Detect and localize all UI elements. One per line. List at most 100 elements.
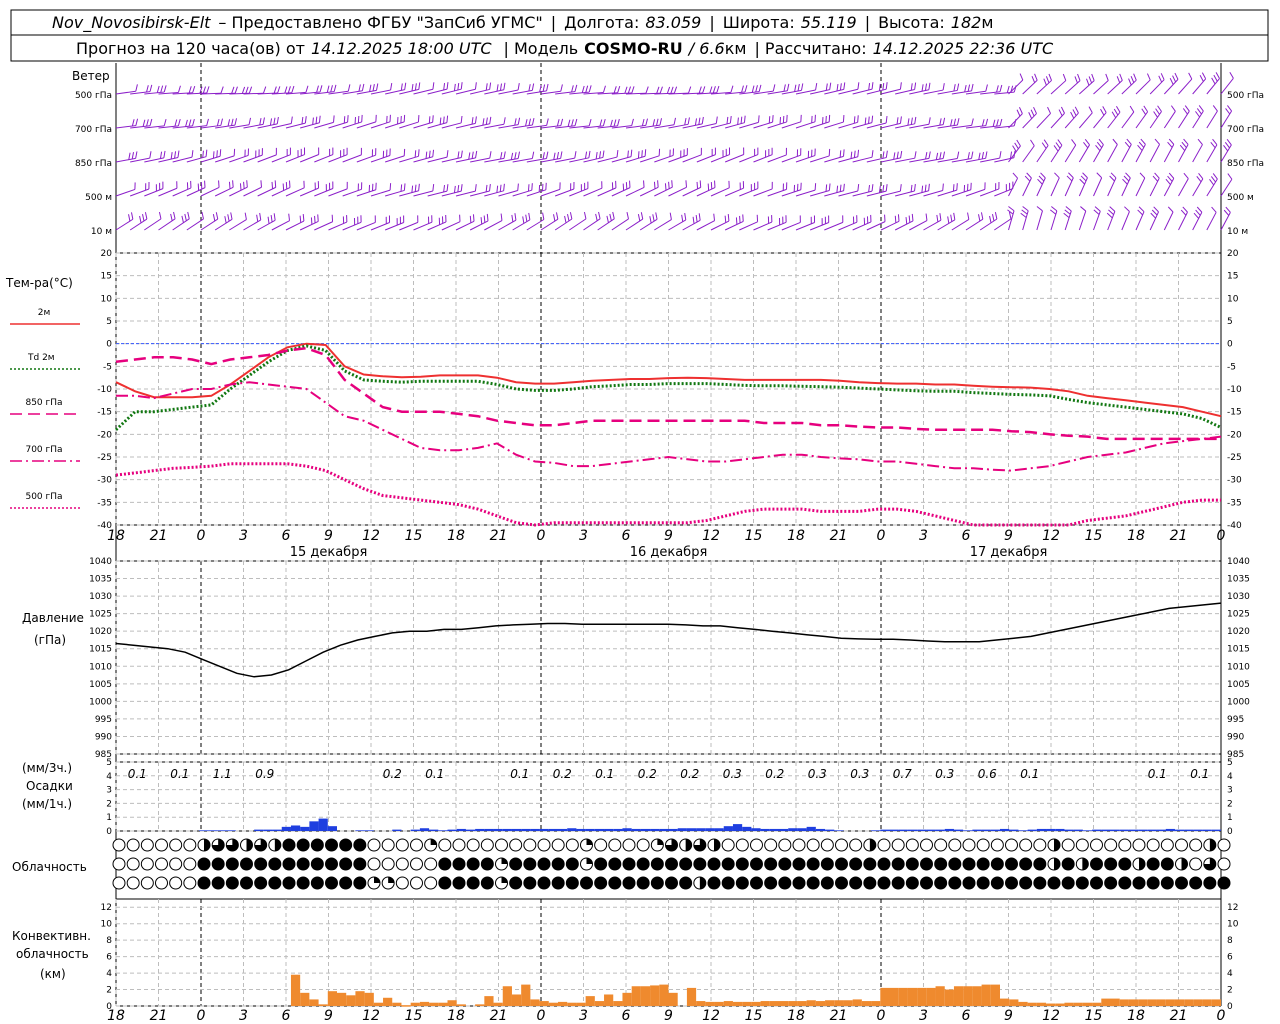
cloud-symbol [863,838,877,852]
temp-ytick-right-6: -10 [1227,385,1242,395]
conv-ytick-4: 4 [106,969,112,979]
wind-barb [1036,139,1049,163]
cloud-symbol [537,838,551,852]
conv-bar [1036,1002,1047,1006]
conv-bar [1211,999,1221,1006]
wind-barb [1008,139,1021,163]
cloud-symbol [948,838,962,852]
wind-barb [1093,206,1101,231]
precip-bar [1036,828,1047,831]
wind-barb [909,82,931,95]
conv-bar [521,984,531,1006]
wind-barb [1192,72,1207,95]
wind-level-right-3: 500 м [1227,193,1254,203]
wind-barb [965,118,989,129]
hour-tick-top-12: 6 [622,528,631,544]
wind-barb [555,84,578,95]
wind-barb [526,83,549,95]
wind-barb [1036,106,1051,129]
precip-bar [815,828,826,831]
conv-bar [834,1000,844,1006]
wind-barb [810,183,831,197]
cloud-symbol [537,857,551,871]
cloud-symbol [792,857,806,871]
wind-barb [1007,206,1015,231]
wind-barb [555,151,577,163]
cloud-symbol [1033,857,1047,871]
cloud-symbol [1203,838,1217,852]
wind-barb [753,215,773,231]
wind-barb [356,83,379,95]
hour-tick-bottom-19: 3 [919,1008,928,1024]
precip-bar [871,830,881,831]
calc-time: 14.12.2025 22:36 UTC [873,39,1054,58]
cloud-symbol [480,857,494,871]
cloud-symbol [594,857,608,871]
wind-barb [597,180,617,197]
model-label: | Модель [504,39,579,58]
conv-bar [714,1001,724,1006]
wind-barb [625,180,645,197]
wind-barb [1064,172,1074,197]
cloud-symbol [424,876,438,890]
conv-bar [852,999,862,1006]
temp-ytick-2: 10 [101,294,113,304]
conv-bar [373,1002,384,1006]
conv-bar [1165,999,1175,1006]
wind-barb [399,215,419,231]
wind-barb [144,181,164,197]
wind-barb [540,182,561,197]
wind-barb [441,115,463,129]
conv-bar [364,992,374,1006]
wind-barb [1178,105,1190,129]
cloud-symbol [367,876,381,890]
wind-barb [441,150,463,163]
wind-barb [795,82,818,95]
cloud-symbol [140,876,154,890]
cloud-symbol [410,876,423,890]
precip-bar [686,828,697,831]
wind-barb [1149,73,1165,95]
precip-bar [419,828,430,831]
conv-bar [889,987,899,1006]
cloud-symbol [353,876,367,890]
cloud-symbol [877,876,891,890]
precip-bar [898,829,908,831]
cloud-symbol [438,876,452,890]
precip-ytick-3: 2 [106,799,112,809]
wind-barb [710,180,730,197]
wind-barb [186,86,210,95]
precip-bar [272,829,282,831]
hour-tick-top-25: 21 [1170,528,1188,544]
cloud-symbol [650,838,664,852]
cloud-symbol [1005,876,1018,890]
hour-tick-bottom-4: 6 [282,1008,291,1024]
wind-barb [285,85,309,95]
wind-barb [1022,139,1035,163]
wind-barb [810,82,832,95]
precip-ytick-right-2: 3 [1227,786,1233,796]
precip-bar [981,829,991,831]
wind-barb [427,150,449,163]
conv-ytick-6: 0 [106,1002,112,1012]
precip-bar [889,829,899,831]
press-ytick-0: 1040 [89,557,112,567]
wind-barb [172,180,192,197]
wind-barb [1106,206,1116,231]
wind-barb [724,214,744,231]
wind-barb [540,84,563,95]
conv-bar [871,1001,881,1006]
precip-amount-18: 0.1 [1020,767,1039,781]
conv-bar [760,1001,770,1006]
hour-tick-top-11: 3 [579,528,588,544]
cloud-symbol [169,876,183,890]
cloud-symbol [424,838,438,852]
temp-ytick-8: -20 [97,430,112,440]
cloud-symbol [438,838,452,852]
wind-level-0: 500 гПа [75,91,112,101]
cloud-symbol [693,876,707,890]
wind-barb [399,149,420,163]
wind-barb [923,117,946,129]
cloud-symbol [225,838,239,852]
wind-barb [909,213,928,231]
